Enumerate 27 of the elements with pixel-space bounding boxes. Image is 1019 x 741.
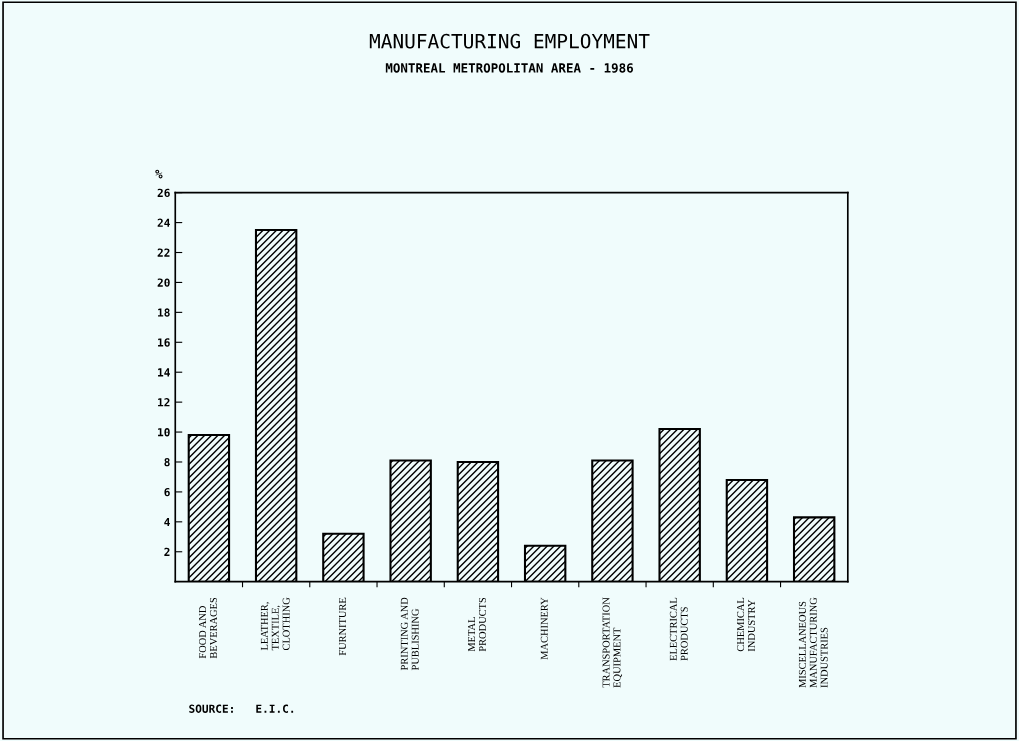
x-tick-label: METAL PRODUCTS	[468, 597, 486, 652]
y-tick-label: 14	[158, 368, 170, 377]
x-tick-label: ELECTRICAL PRODUCTS	[669, 597, 688, 661]
y-tick-label: 6	[164, 487, 170, 497]
y-tick-label: 24	[157, 218, 170, 227]
x-tick-label: FOOD AND BEVERAGES	[199, 597, 217, 659]
chart-title: MANUFACTURING EMPLOYMENT	[369, 33, 650, 49]
y-tick-label: 18	[158, 308, 170, 317]
y-axis-title: %	[155, 169, 163, 179]
x-tick-label: TRANSPORTATION EQUIPMENT	[602, 597, 623, 688]
y-tick-label: 4	[164, 517, 170, 527]
y-tick-label: 16	[158, 338, 170, 347]
y-tick-label: 2	[164, 547, 170, 556]
x-tick-label: FURNITURE	[339, 597, 347, 656]
y-tick-label: 20	[157, 278, 170, 287]
x-tick-label: LEATHER, TEXTILE, CLOTHING	[260, 597, 290, 651]
y-tick-label: 26	[157, 188, 170, 198]
y-tick-label: 12	[158, 398, 170, 407]
x-tick-label: PRINTING AND PUBLISHING	[400, 597, 419, 671]
y-tick-label: 22	[157, 248, 170, 257]
y-tick-label: 8	[164, 457, 170, 467]
source-note: SOURCE: E.I.C.	[189, 704, 294, 713]
y-tick-label: 10	[158, 428, 170, 437]
x-tick-label: MISCELLANEOUS MANUFACTURING INDUSTRIES	[798, 597, 828, 688]
chart-subtitle: MONTREAL METROPOLITAN AREA - 1986	[385, 63, 633, 73]
x-tick-label: CHEMICAL INDUSTRY	[737, 597, 755, 652]
x-tick-label: MACHINERY	[540, 597, 548, 660]
